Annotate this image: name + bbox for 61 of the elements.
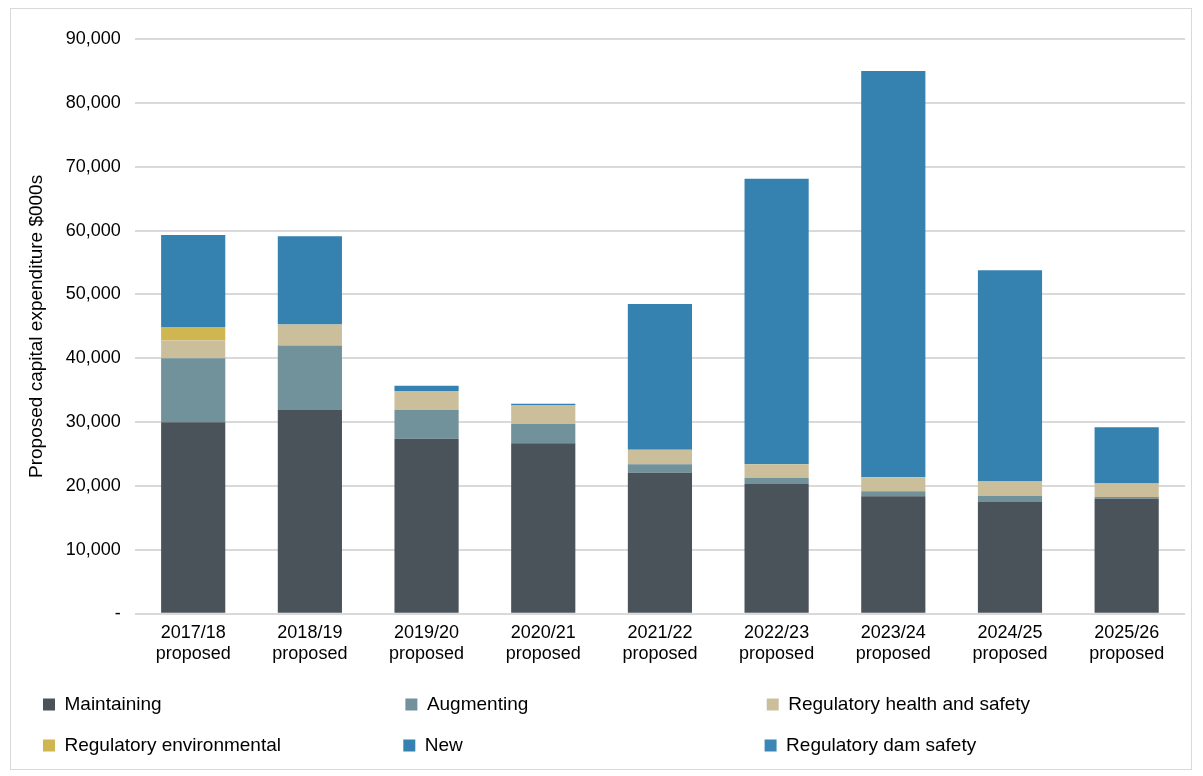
bar bbox=[861, 496, 926, 613]
y-tick-label: - bbox=[114, 602, 121, 623]
legend-label: Regulatory environmental bbox=[64, 733, 382, 755]
y-tick-label: 20,000 bbox=[65, 475, 121, 496]
y-tick-label: 50,000 bbox=[65, 283, 121, 304]
bar bbox=[627, 304, 693, 450]
bar bbox=[511, 443, 576, 613]
bar bbox=[744, 178, 809, 465]
legend-label: Augmenting bbox=[426, 692, 745, 714]
legend-label: New bbox=[424, 733, 743, 755]
bar bbox=[744, 477, 809, 484]
bar bbox=[744, 464, 809, 478]
bar bbox=[277, 410, 342, 613]
bar bbox=[627, 449, 693, 465]
bar bbox=[394, 390, 459, 411]
bar bbox=[1094, 427, 1159, 484]
bar bbox=[511, 424, 576, 444]
bar bbox=[1094, 483, 1159, 497]
y-tick-label: 80,000 bbox=[65, 91, 121, 112]
y-tick-label: 10,000 bbox=[65, 538, 121, 559]
y-tick-label: 40,000 bbox=[65, 347, 121, 368]
bar bbox=[977, 270, 1043, 482]
bar bbox=[977, 495, 1043, 503]
x-tick-label: 2022/23 proposed bbox=[739, 621, 815, 664]
bar bbox=[861, 70, 926, 478]
y-tick-label: 90,000 bbox=[65, 27, 121, 48]
y-tick-label: 70,000 bbox=[65, 155, 121, 176]
bar bbox=[394, 410, 459, 439]
bar bbox=[277, 324, 342, 346]
bar bbox=[1094, 498, 1159, 613]
y-tick-label: 60,000 bbox=[65, 219, 121, 240]
x-tick-label: 2018/19 proposed bbox=[272, 621, 348, 664]
bar bbox=[861, 491, 926, 497]
bar bbox=[977, 502, 1043, 613]
bar bbox=[511, 405, 576, 425]
bar bbox=[277, 236, 342, 325]
y-axis-title: Proposed capital expenditure $000s bbox=[24, 174, 46, 478]
x-tick-label: 2023/24 proposed bbox=[855, 621, 931, 664]
legend-label: Regulatory health and safety bbox=[788, 692, 1105, 714]
bar bbox=[161, 327, 226, 341]
bar bbox=[977, 481, 1043, 496]
legend-label: Regulatory dam safety bbox=[786, 733, 1103, 755]
bar bbox=[861, 477, 926, 492]
bar bbox=[394, 385, 459, 391]
x-tick-label: 2025/26 proposed bbox=[1089, 621, 1165, 664]
x-tick-label: 2024/25 proposed bbox=[972, 621, 1048, 664]
x-tick-label: 2017/18 proposed bbox=[155, 621, 231, 664]
x-tick-label: 2019/20 proposed bbox=[389, 621, 465, 664]
bar bbox=[277, 345, 342, 411]
x-tick-label: 2020/21 proposed bbox=[505, 621, 581, 664]
y-tick-label: 30,000 bbox=[65, 411, 121, 432]
bar bbox=[744, 483, 809, 613]
bar bbox=[161, 422, 226, 613]
bar bbox=[161, 358, 226, 423]
bar bbox=[627, 464, 693, 473]
legend-label: Maintaining bbox=[64, 692, 384, 714]
bar bbox=[394, 438, 459, 613]
x-tick-label: 2021/22 proposed bbox=[622, 621, 698, 664]
bar bbox=[161, 235, 226, 328]
bar bbox=[627, 472, 693, 613]
bar bbox=[161, 340, 226, 359]
